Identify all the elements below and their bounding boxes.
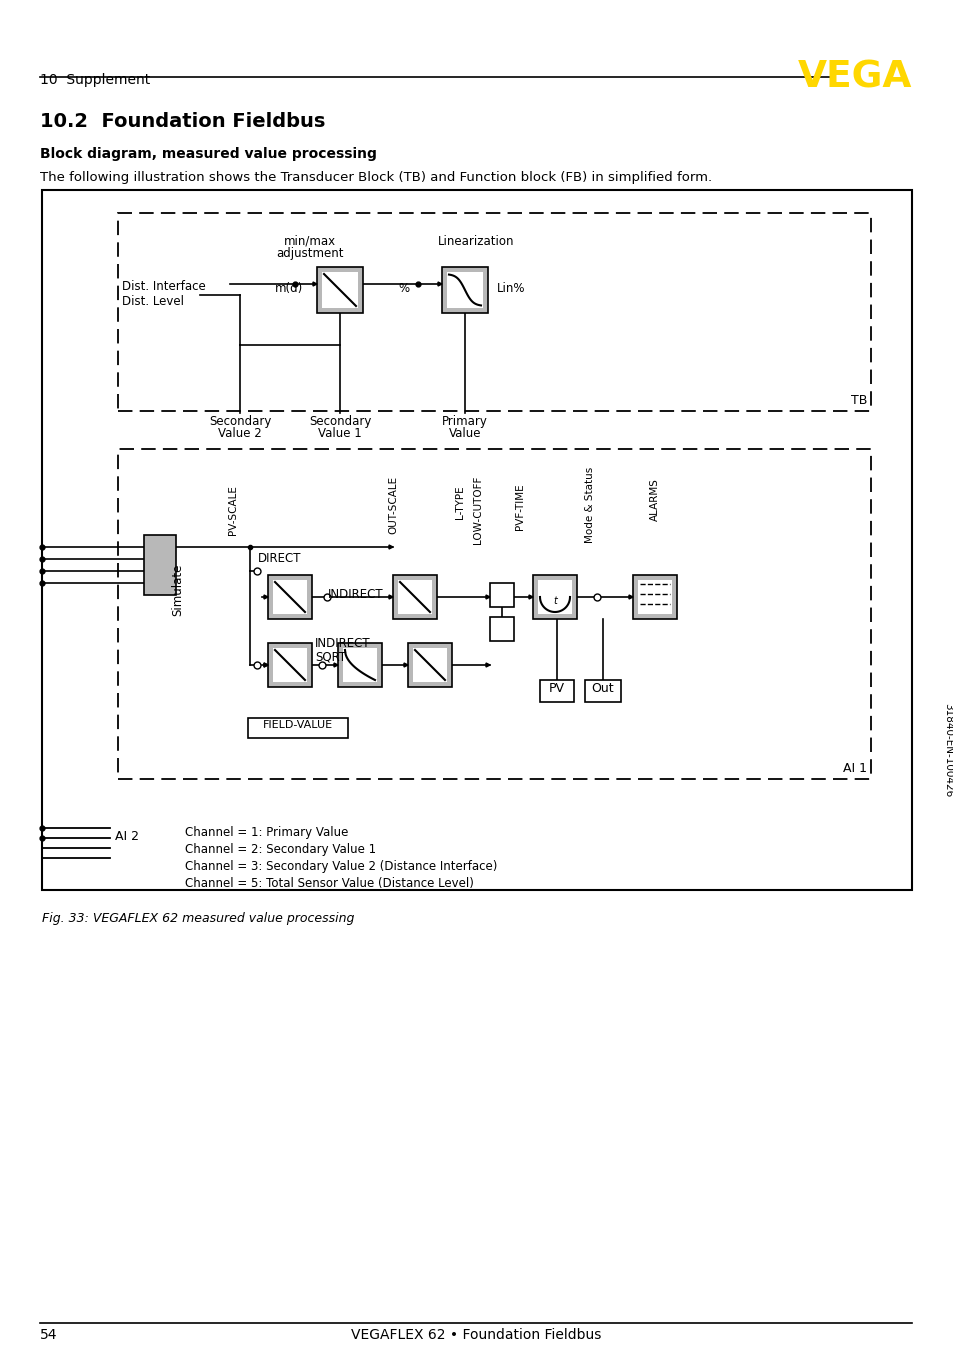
Bar xyxy=(337,643,381,686)
Polygon shape xyxy=(389,594,393,598)
Bar xyxy=(42,190,911,890)
Polygon shape xyxy=(264,663,268,668)
Polygon shape xyxy=(437,282,441,286)
Bar xyxy=(397,580,432,613)
Text: PV: PV xyxy=(548,682,564,695)
Text: 10  Supplement: 10 Supplement xyxy=(40,73,150,87)
Bar xyxy=(343,649,376,682)
Text: OUT-SCALE: OUT-SCALE xyxy=(388,477,397,533)
Bar xyxy=(447,272,482,307)
Text: Dist. Level: Dist. Level xyxy=(122,295,184,307)
Bar xyxy=(118,213,870,412)
Polygon shape xyxy=(264,594,268,598)
Text: SQRT: SQRT xyxy=(314,650,346,663)
Polygon shape xyxy=(313,282,316,286)
Text: L-TYPE: L-TYPE xyxy=(455,485,464,519)
Polygon shape xyxy=(553,594,557,598)
Bar xyxy=(539,680,574,701)
Bar xyxy=(441,267,488,313)
Text: Out: Out xyxy=(591,682,614,695)
Bar xyxy=(393,575,436,619)
Text: FIELD-VALUE: FIELD-VALUE xyxy=(263,720,333,730)
Text: t: t xyxy=(553,596,557,607)
Polygon shape xyxy=(389,546,393,548)
Text: Fig. 33: VEGAFLEX 62 measured value processing: Fig. 33: VEGAFLEX 62 measured value proc… xyxy=(42,913,354,925)
Text: Channel = 3: Secondary Value 2 (Distance Interface): Channel = 3: Secondary Value 2 (Distance… xyxy=(185,860,497,873)
Text: Channel = 2: Secondary Value 1: Channel = 2: Secondary Value 1 xyxy=(185,844,375,856)
Text: Secondary: Secondary xyxy=(209,414,271,428)
Text: Value 1: Value 1 xyxy=(317,427,361,440)
Polygon shape xyxy=(529,594,533,598)
Bar xyxy=(118,450,870,779)
Text: 10.2  Foundation Fieldbus: 10.2 Foundation Fieldbus xyxy=(40,112,325,131)
Text: adjustment: adjustment xyxy=(276,246,343,260)
Text: Linearization: Linearization xyxy=(437,236,514,248)
Text: m(d): m(d) xyxy=(274,282,303,295)
Bar xyxy=(144,535,175,594)
Polygon shape xyxy=(628,594,633,598)
Text: INDIRECT: INDIRECT xyxy=(328,588,383,601)
Text: AI 1: AI 1 xyxy=(842,762,866,774)
Bar xyxy=(408,643,452,686)
Text: Primary: Primary xyxy=(441,414,487,428)
Polygon shape xyxy=(485,663,490,668)
Text: Dist. Interface: Dist. Interface xyxy=(122,280,206,292)
Polygon shape xyxy=(334,663,337,668)
Text: VEGAFLEX 62 • Foundation Fieldbus: VEGAFLEX 62 • Foundation Fieldbus xyxy=(351,1328,600,1342)
Polygon shape xyxy=(403,663,408,668)
Bar xyxy=(413,649,447,682)
Text: %: % xyxy=(397,282,409,295)
Bar xyxy=(490,584,514,607)
Bar xyxy=(533,575,577,619)
Text: DIRECT: DIRECT xyxy=(257,552,301,565)
Text: Value 2: Value 2 xyxy=(218,427,262,440)
Text: VEGA: VEGA xyxy=(797,60,911,96)
Text: Secondary: Secondary xyxy=(309,414,371,428)
Text: Block diagram, measured value processing: Block diagram, measured value processing xyxy=(40,148,376,161)
Bar xyxy=(268,575,312,619)
Bar xyxy=(248,718,348,738)
Text: Channel = 1: Primary Value: Channel = 1: Primary Value xyxy=(185,826,348,839)
Polygon shape xyxy=(485,594,490,598)
Text: TB: TB xyxy=(850,394,866,408)
Text: PV-SCALE: PV-SCALE xyxy=(228,485,237,535)
Text: INDIRECT: INDIRECT xyxy=(314,636,370,650)
Text: AI 2: AI 2 xyxy=(115,830,139,842)
Bar xyxy=(316,267,363,313)
Text: Mode & Status: Mode & Status xyxy=(584,467,595,543)
Bar xyxy=(584,680,620,701)
Bar xyxy=(322,272,357,307)
Bar xyxy=(268,643,312,686)
Bar xyxy=(273,580,307,613)
Bar xyxy=(537,580,572,613)
Text: 54: 54 xyxy=(40,1328,57,1342)
Bar xyxy=(490,617,514,640)
Text: PVF-TIME: PVF-TIME xyxy=(515,483,524,531)
Text: ALARMS: ALARMS xyxy=(649,478,659,521)
Text: The following illustration shows the Transducer Block (TB) and Function block (F: The following illustration shows the Tra… xyxy=(40,171,711,184)
Bar xyxy=(273,649,307,682)
Polygon shape xyxy=(264,663,268,668)
Bar xyxy=(633,575,677,619)
Text: min/max: min/max xyxy=(284,236,335,248)
Text: 31840-EN-100426: 31840-EN-100426 xyxy=(942,703,952,798)
Text: Simulate: Simulate xyxy=(172,563,184,616)
Text: Channel = 5: Total Sensor Value (Distance Level): Channel = 5: Total Sensor Value (Distanc… xyxy=(185,877,474,890)
Text: Value: Value xyxy=(448,427,480,440)
Text: LOW-CUTOFF: LOW-CUTOFF xyxy=(473,475,482,544)
Bar xyxy=(638,580,671,613)
Text: Lin%: Lin% xyxy=(497,282,525,295)
